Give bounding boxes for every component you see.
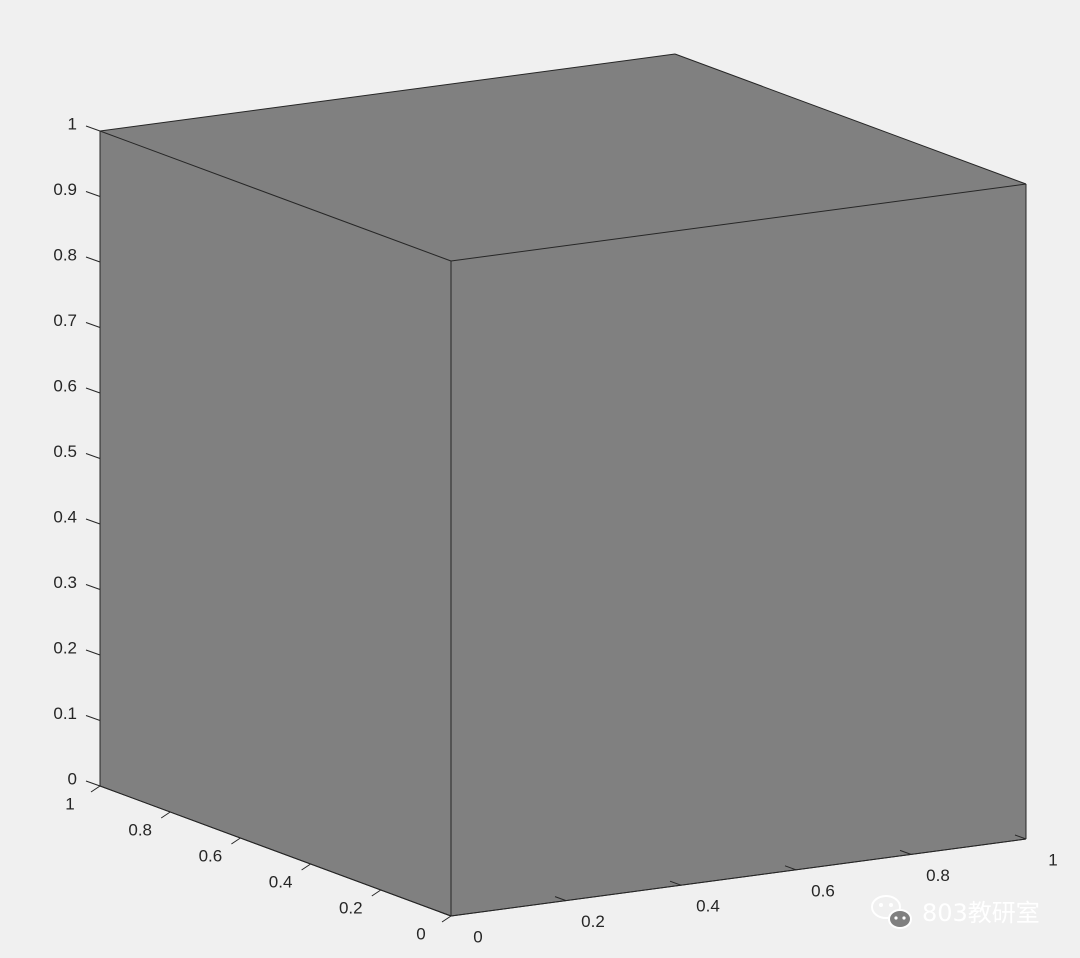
y-axis-line <box>99 785 452 917</box>
z-axis-tick <box>85 191 101 197</box>
edge-top-left <box>99 130 452 262</box>
cube-face-front <box>451 184 1026 916</box>
x-axis-line <box>450 838 1027 917</box>
z-axis-tick-label: 0.2 <box>53 638 77 657</box>
x-axis-tick <box>1014 834 1027 840</box>
z-axis-tick-label: 0.6 <box>53 376 77 395</box>
z-axis-tick <box>85 715 101 721</box>
z-axis-tick <box>85 780 101 787</box>
edge-top-right <box>674 53 1027 185</box>
z-axis-tick <box>85 125 101 132</box>
y-axis-tick <box>441 915 452 923</box>
y-axis-tick <box>90 785 101 793</box>
z-axis-tick-label: 0.5 <box>53 442 77 461</box>
x-axis-tick-label: 0 <box>473 927 482 946</box>
x-axis-tick-label: 0.6 <box>811 881 835 900</box>
watermark-text: 803教研室 <box>922 899 1040 927</box>
x-axis-tick <box>899 849 912 855</box>
y-axis: 0 0.2 0.4 0.6 0.8 1 <box>65 785 452 943</box>
cube-faces <box>100 54 1026 916</box>
z-axis-tick-label: 0.9 <box>53 180 77 199</box>
z-axis-tick-label: 0.3 <box>53 573 77 592</box>
z-axis-tick <box>85 518 101 525</box>
watermark: 803教研室 <box>871 895 1040 929</box>
z-axis-tick-label: 1 <box>68 114 77 133</box>
x-axis-tick-label: 0.4 <box>696 897 720 916</box>
x-axis-tick <box>784 865 797 871</box>
z-axis-tick-label: 0.8 <box>53 245 77 264</box>
y-axis-tick-label: 0.2 <box>339 898 363 917</box>
x-axis-tick-label: 0.8 <box>926 866 950 885</box>
y-axis-tick-label: 0.4 <box>269 872 293 891</box>
y-axis-tick-label: 0 <box>416 924 425 943</box>
z-axis: 0 0.1 0.2 0.3 0.4 0.5 0.6 0.7 0.8 0.9 1 <box>53 114 101 788</box>
z-axis-tick <box>85 453 101 459</box>
y-axis-tick-label: 1 <box>65 794 74 813</box>
edge-top-back <box>99 53 676 132</box>
y-axis-tick <box>231 837 241 845</box>
z-axis-tick <box>85 387 101 394</box>
x-axis-tick <box>669 880 682 886</box>
y-axis-tick <box>301 863 311 871</box>
z-axis-tick <box>85 584 101 590</box>
wechat-icon <box>871 895 912 929</box>
y-axis-tick <box>371 889 382 897</box>
x-axis-tick-label: 0.2 <box>581 912 605 931</box>
z-axis-tick <box>85 649 101 656</box>
z-axis-tick <box>85 256 101 263</box>
y-axis-tick-label: 0.8 <box>128 820 152 839</box>
z-axis-tick-label: 0.1 <box>53 704 77 723</box>
edge-top-front <box>450 183 1027 262</box>
cube-face-top <box>100 54 1026 261</box>
y-axis-tick <box>160 811 171 819</box>
z-axis-tick-label: 0 <box>68 769 77 788</box>
cube-face-left <box>100 131 451 916</box>
x-axis-tick <box>554 896 567 902</box>
x-axis-tick-label: 1 <box>1048 850 1057 869</box>
z-axis-tick <box>85 322 101 328</box>
z-axis-tick-label: 0.7 <box>53 311 77 330</box>
z-axis-tick-label: 0.4 <box>53 507 77 526</box>
y-axis-tick-label: 0.6 <box>199 846 223 865</box>
